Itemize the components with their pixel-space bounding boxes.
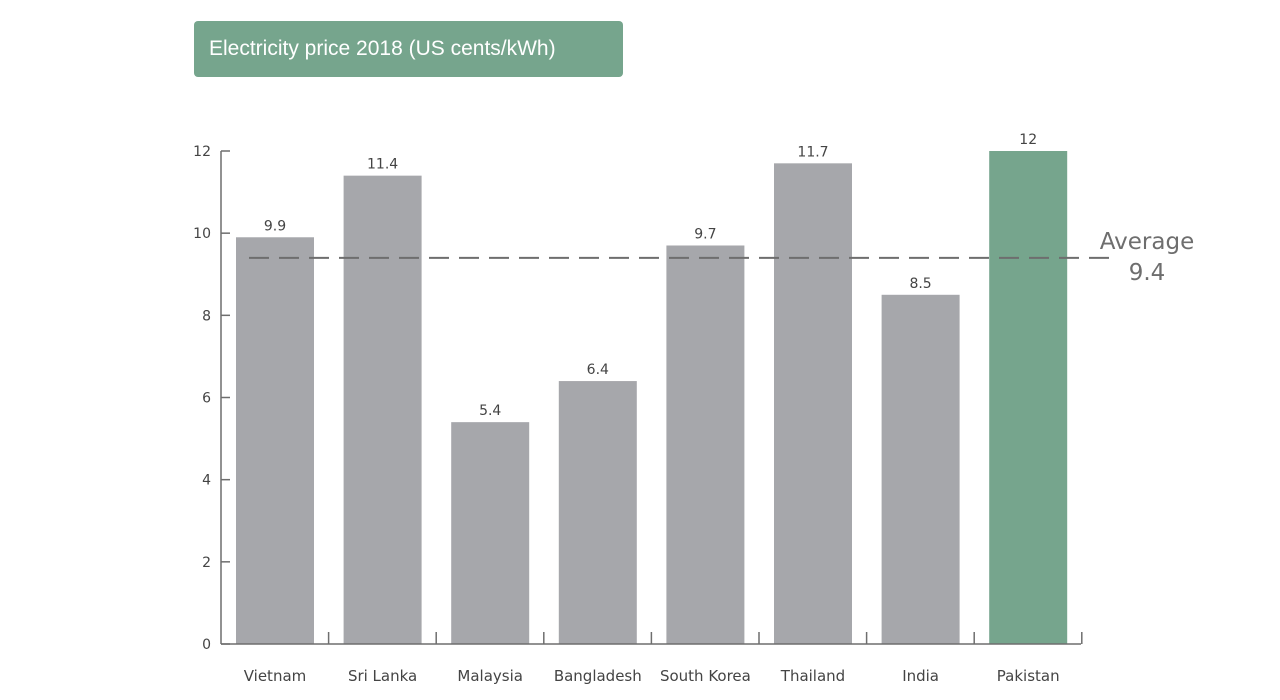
y-tick-label-10: 10	[193, 226, 211, 242]
category-label-malaysia: Malaysia	[457, 667, 523, 685]
category-label-south-korea: South Korea	[660, 667, 751, 685]
value-label-bangladesh: 6.4	[587, 362, 609, 378]
value-label-sri-lanka: 11.4	[367, 157, 398, 173]
category-label-bangladesh: Bangladesh	[554, 667, 642, 685]
bar-malaysia	[451, 422, 530, 644]
chart-title: Electricity price 2018 (US cents/kWh)	[194, 21, 623, 77]
value-label-pakistan: 12	[1019, 132, 1037, 148]
category-label-india: India	[902, 667, 939, 685]
value-label-vietnam: 9.9	[264, 218, 286, 234]
value-label-malaysia: 5.4	[479, 403, 501, 419]
bar-vietnam	[236, 237, 314, 644]
value-label-south-korea: 9.7	[694, 226, 716, 242]
y-tick-label-6: 6	[202, 391, 211, 407]
category-label-sri-lanka: Sri Lanka	[348, 667, 417, 685]
bar-south-korea	[666, 245, 745, 644]
y-tick-label-8: 8	[202, 308, 211, 324]
average-label: Average	[1100, 229, 1194, 255]
value-label-thailand: 11.7	[797, 144, 828, 160]
y-tick-label-0: 0	[202, 637, 211, 653]
y-tick-label-2: 2	[202, 555, 211, 571]
y-tick-label-4: 4	[202, 473, 211, 489]
value-label-india: 8.5	[909, 276, 931, 292]
category-label-vietnam: Vietnam	[244, 667, 307, 685]
bar-bangladesh	[558, 381, 637, 644]
bar-pakistan	[989, 151, 1068, 644]
bar-india	[881, 294, 960, 644]
category-label-thailand: Thailand	[780, 667, 845, 685]
bar-thailand	[774, 163, 852, 644]
average-value-label: 9.4	[1129, 260, 1166, 286]
category-label-pakistan: Pakistan	[997, 667, 1060, 685]
bar-sri-lanka	[343, 175, 422, 644]
y-tick-label-12: 12	[193, 144, 211, 160]
